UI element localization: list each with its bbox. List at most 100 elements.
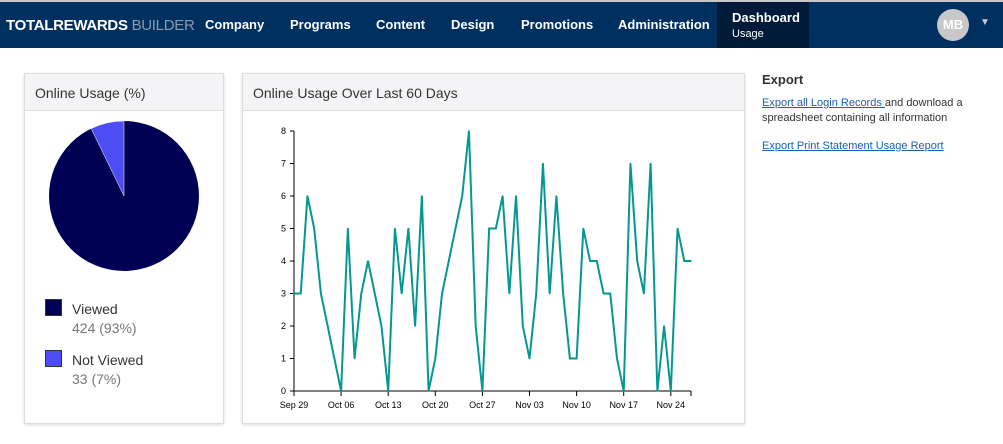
x-tick-label: Oct 20	[422, 400, 449, 410]
nav-promotions[interactable]: Promotions	[521, 17, 594, 32]
data-point	[595, 260, 598, 262]
export-description: and download a spreadsheet containing al…	[762, 97, 963, 124]
brand-logo[interactable]: TOTALREWARDS BUILDER	[6, 17, 195, 34]
data-point	[683, 260, 686, 262]
data-point	[481, 390, 484, 392]
data-point	[380, 325, 383, 327]
y-tick-label: 8	[281, 126, 286, 136]
data-point	[394, 227, 396, 230]
legend-swatch	[45, 299, 62, 316]
data-point	[535, 292, 538, 295]
nav-company[interactable]: Company	[205, 17, 265, 32]
data-point	[320, 292, 322, 295]
x-tick-label: Nov 17	[609, 400, 638, 410]
x-tick-label: Nov 10	[562, 400, 591, 410]
data-point	[663, 325, 665, 327]
data-point	[569, 357, 571, 360]
data-point	[501, 195, 504, 197]
avatar[interactable]: MB	[937, 9, 969, 41]
data-point	[629, 162, 632, 165]
nav-dashboard[interactable]: Dashboard Usage	[717, 2, 809, 48]
nav-administration[interactable]: Administration	[618, 17, 710, 32]
data-point	[656, 390, 659, 392]
data-point	[602, 292, 605, 295]
pie-chart	[49, 120, 199, 271]
data-point	[474, 325, 477, 327]
dashboard-label: Dashboard	[732, 10, 800, 25]
data-point	[427, 390, 430, 392]
data-point	[690, 260, 692, 262]
data-point	[333, 357, 336, 360]
data-point	[582, 227, 585, 230]
data-point	[326, 325, 329, 327]
nav-content[interactable]: Content	[376, 17, 426, 32]
export-print-statement-link[interactable]: Export Print Statement Usage Report	[762, 140, 944, 152]
y-tick-label: 3	[281, 289, 286, 299]
data-point	[447, 260, 450, 262]
x-tick-label: Sep 29	[280, 400, 309, 410]
x-tick-label: Oct 13	[375, 400, 402, 410]
data-point	[454, 227, 457, 230]
data-point	[414, 325, 416, 327]
y-tick-label: 4	[281, 256, 286, 266]
brand-sub: BUILDER	[131, 17, 195, 34]
nav-design[interactable]: Design	[451, 17, 495, 32]
y-tick-label: 1	[281, 354, 286, 364]
data-point	[347, 227, 349, 230]
data-point	[367, 260, 369, 262]
data-point	[609, 292, 612, 295]
data-point	[649, 162, 652, 165]
dashboard-sub: Usage	[732, 28, 764, 40]
x-tick-label: Nov 03	[515, 400, 544, 410]
export-section: Export Export all Login Records and down…	[762, 72, 992, 154]
x-tick-label: Oct 06	[328, 400, 355, 410]
pie-panel: Online Usage (%) Viewed 424 (93%) Not Vie…	[24, 73, 224, 424]
y-tick-label: 7	[281, 159, 286, 169]
data-point	[676, 227, 679, 230]
legend-swatch	[45, 350, 62, 367]
chart-title: Online Usage Over Last 60 Days	[243, 74, 744, 111]
data-point	[360, 292, 363, 295]
legend-value: 33 (7%)	[72, 371, 122, 387]
data-point	[488, 227, 490, 230]
data-point	[575, 357, 578, 360]
export-title: Export	[762, 72, 804, 87]
legend-label: Viewed	[72, 301, 118, 317]
x-tick-label: Nov 24	[657, 400, 686, 410]
data-point	[353, 357, 356, 360]
nav-programs[interactable]: Programs	[290, 17, 351, 32]
data-point	[400, 292, 403, 295]
data-point	[461, 195, 464, 197]
brand-main: TOTALREWARDS	[6, 17, 128, 34]
data-point	[670, 390, 672, 392]
data-point	[515, 195, 517, 197]
data-point	[421, 195, 423, 197]
data-point	[407, 227, 410, 230]
data-point	[555, 195, 558, 197]
usage-line	[294, 130, 691, 392]
pie-slice-not-viewed	[90, 120, 125, 197]
data-point	[293, 292, 295, 295]
line-chart-panel: Online Usage Over Last 60 Days 0 1 2 3 4 5 6 7 8…	[242, 73, 745, 424]
top-nav: TOTALREWARDS BUILDER Company Programs Co…	[0, 0, 1003, 48]
data-point	[468, 130, 470, 132]
data-point	[622, 390, 625, 392]
data-point	[508, 292, 511, 295]
data-point	[340, 390, 342, 392]
data-point	[562, 292, 564, 295]
line-chart: 0 1 2 3 4 5 6 7 8 Sep 29 Oct 06 Oct 13 Oct 20 Oct 27 N…	[280, 126, 692, 410]
y-tick-label: 6	[281, 191, 286, 201]
export-login-records-link[interactable]: Export all Login Records	[762, 97, 885, 109]
pie-title: Online Usage (%)	[25, 74, 223, 111]
chevron-down-icon[interactable]: ▼	[980, 17, 990, 28]
data-point	[299, 292, 302, 295]
data-point	[434, 357, 437, 360]
data-point	[495, 227, 497, 230]
data-point	[306, 195, 309, 197]
data-point	[521, 325, 524, 327]
legend-label: Not Viewed	[72, 352, 144, 368]
y-tick-label: 0	[281, 386, 286, 396]
data-point	[589, 260, 591, 262]
y-tick-label: 2	[281, 321, 286, 331]
data-point	[387, 390, 390, 392]
